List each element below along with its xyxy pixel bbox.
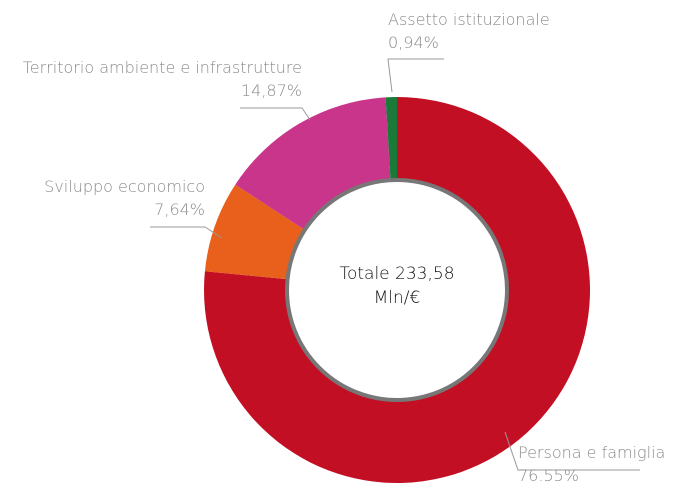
leader-line [240,107,311,121]
center-text: Totale 233,58 [339,264,454,284]
slice-label: Assetto istituzionale [388,10,550,29]
value-label: 76.55% [518,466,579,485]
center-text: Mln/€ [374,288,421,308]
leader-line [504,431,640,471]
slice [385,97,397,181]
slice-label: Sviluppo economico [44,177,205,196]
slice-label: Territorio ambiente e infrastrutture [23,58,302,77]
value-label: 7,64% [154,200,205,219]
slice [235,97,391,230]
inner-ring [285,178,509,402]
slice [204,97,590,483]
leader-line [387,58,444,93]
leader-line [150,226,223,239]
slice-label: Persona e famiglia [518,443,665,462]
value-label: 0,94% [388,33,439,52]
slice [204,184,305,280]
inner-ring-white [290,183,504,397]
value-label: 14,87% [241,81,302,100]
donut [204,97,590,483]
